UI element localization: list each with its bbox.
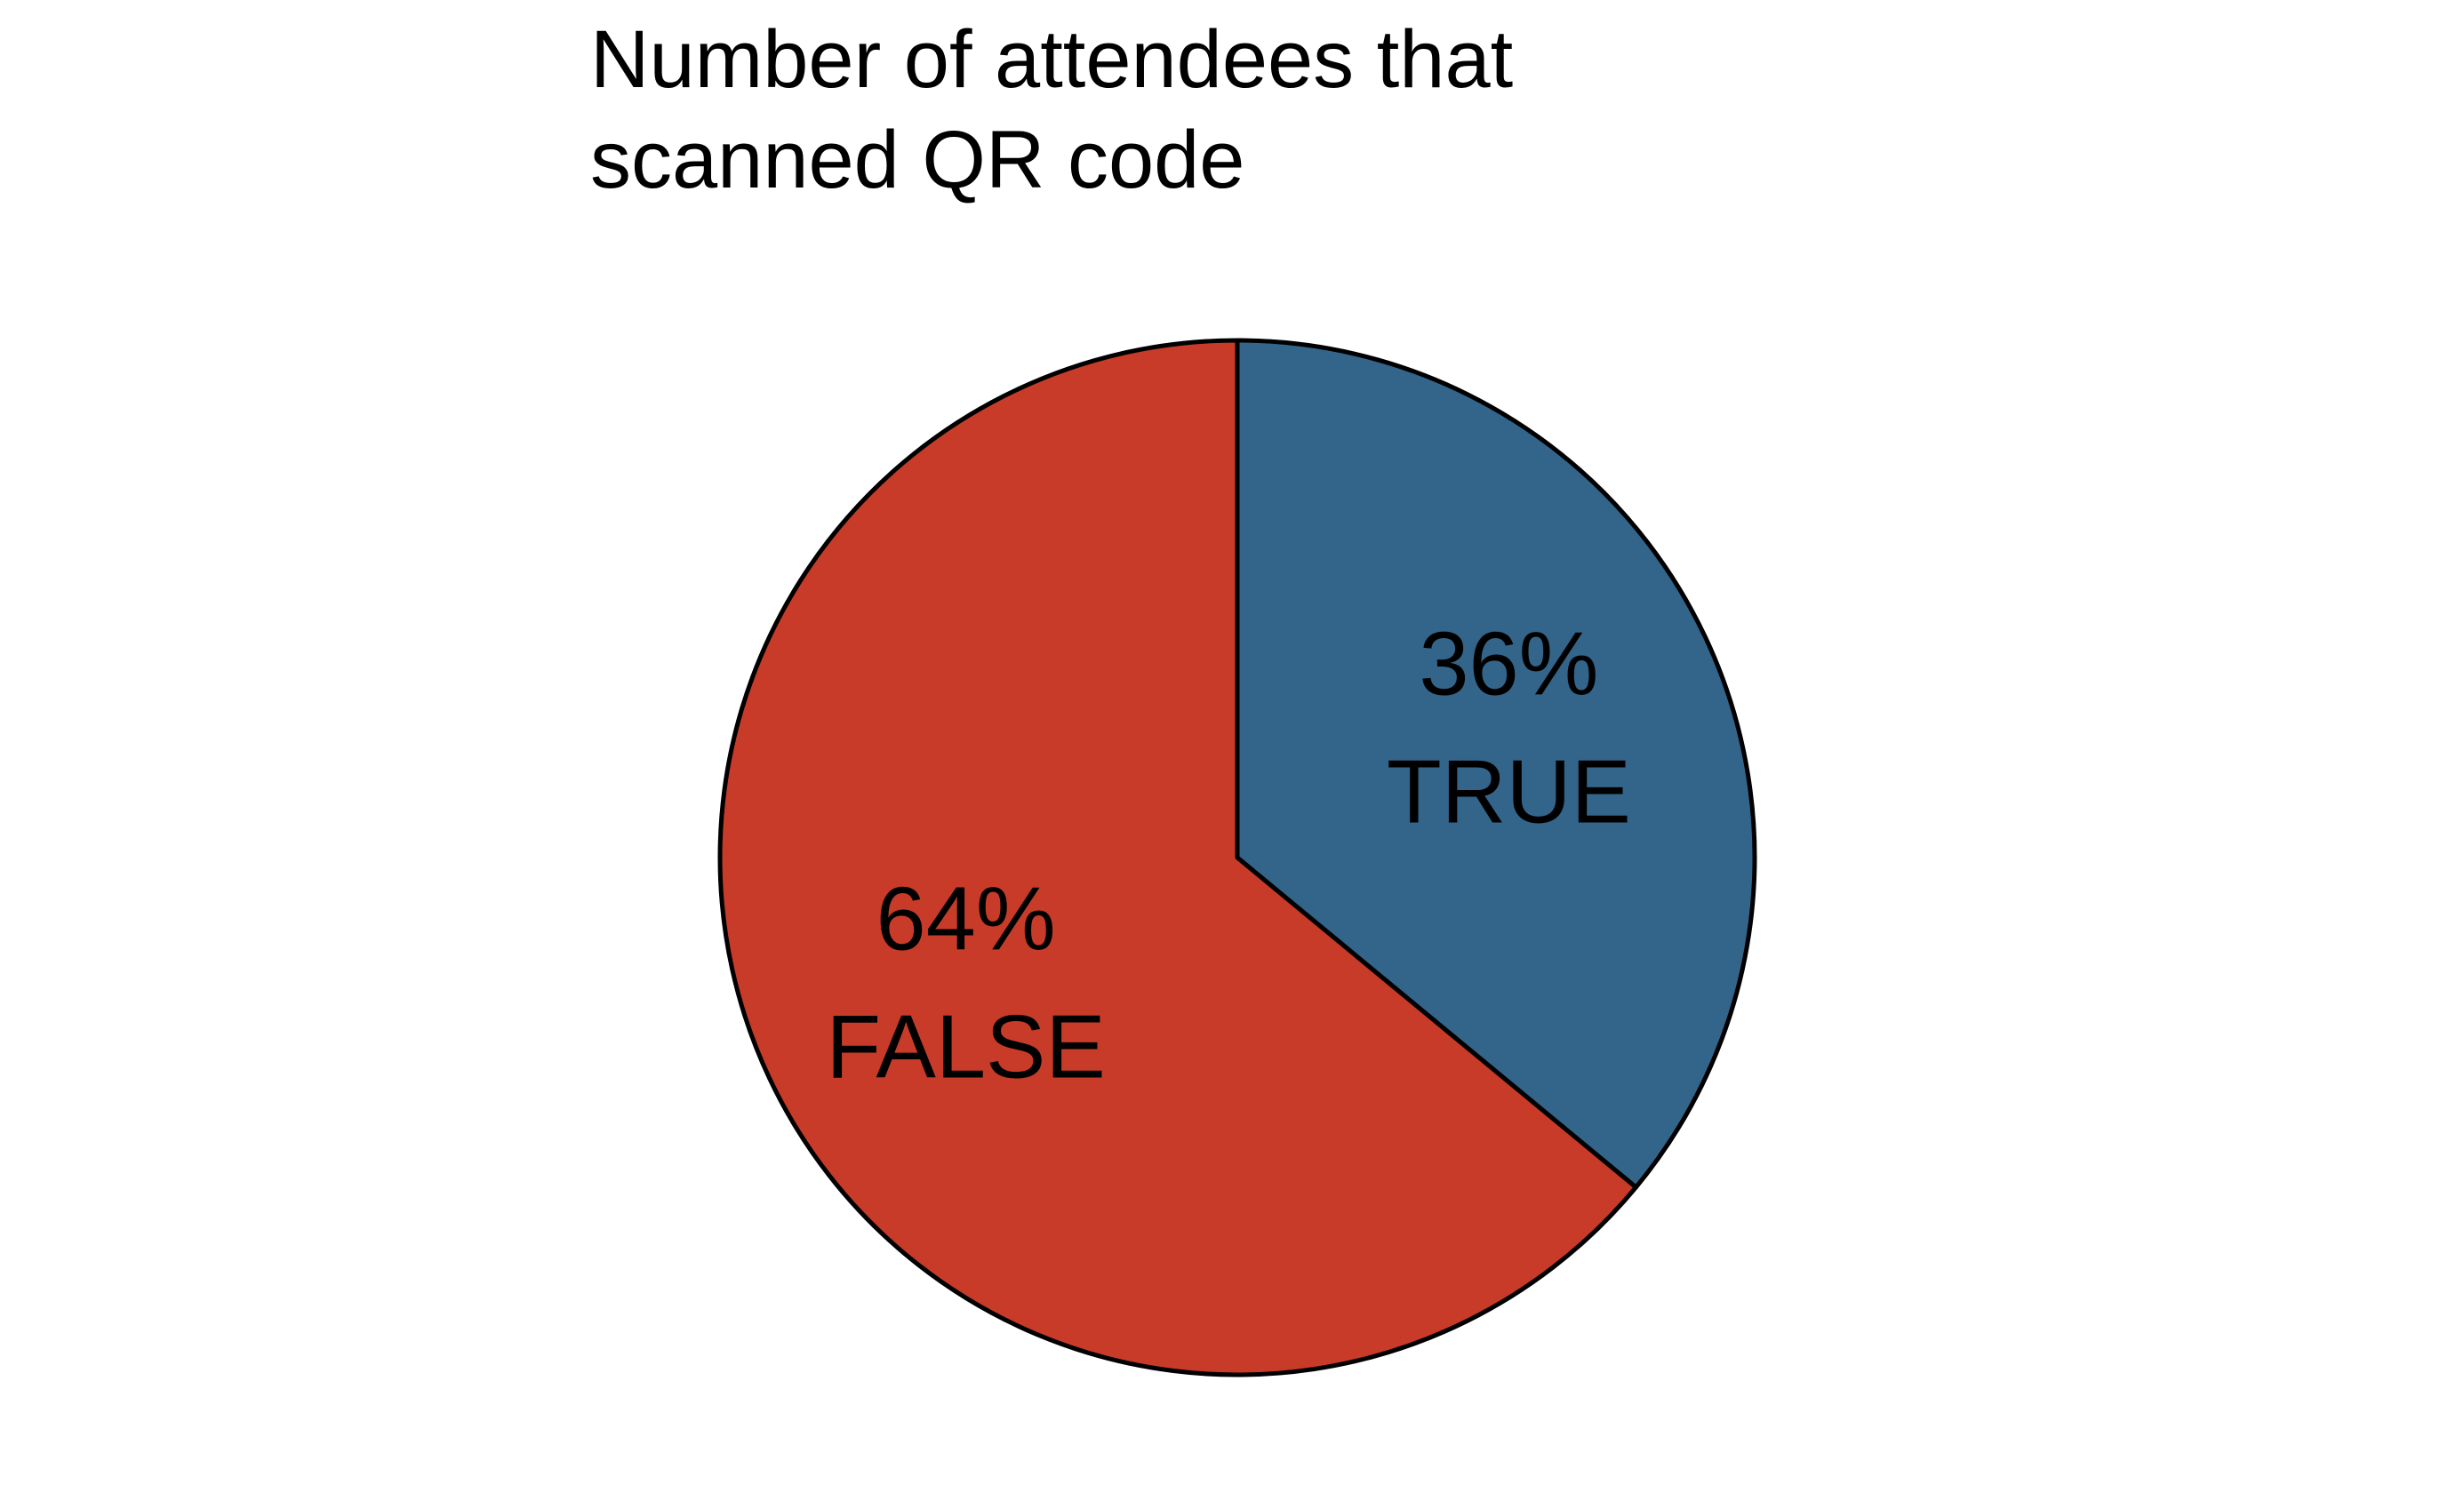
slice-category-label-false: FALSE — [826, 998, 1105, 1098]
slice-category-label-true: TRUE — [1387, 742, 1631, 842]
pie-slice-false — [717, 338, 1638, 1377]
pie-slice-true — [1235, 338, 1757, 1190]
slice-percent-label-true: 36% — [1419, 614, 1598, 714]
pie-slices — [717, 338, 1757, 1377]
chart-title-line-2: scanned QR code — [590, 115, 1244, 205]
chart-title: Number of attendees that scanned QR code — [590, 14, 1513, 205]
slice-percent-label-false: 64% — [876, 870, 1055, 970]
chart-title-line-1: Number of attendees that — [590, 14, 1513, 105]
pie-labels: 36% TRUE 64% FALSE — [826, 614, 1631, 1097]
